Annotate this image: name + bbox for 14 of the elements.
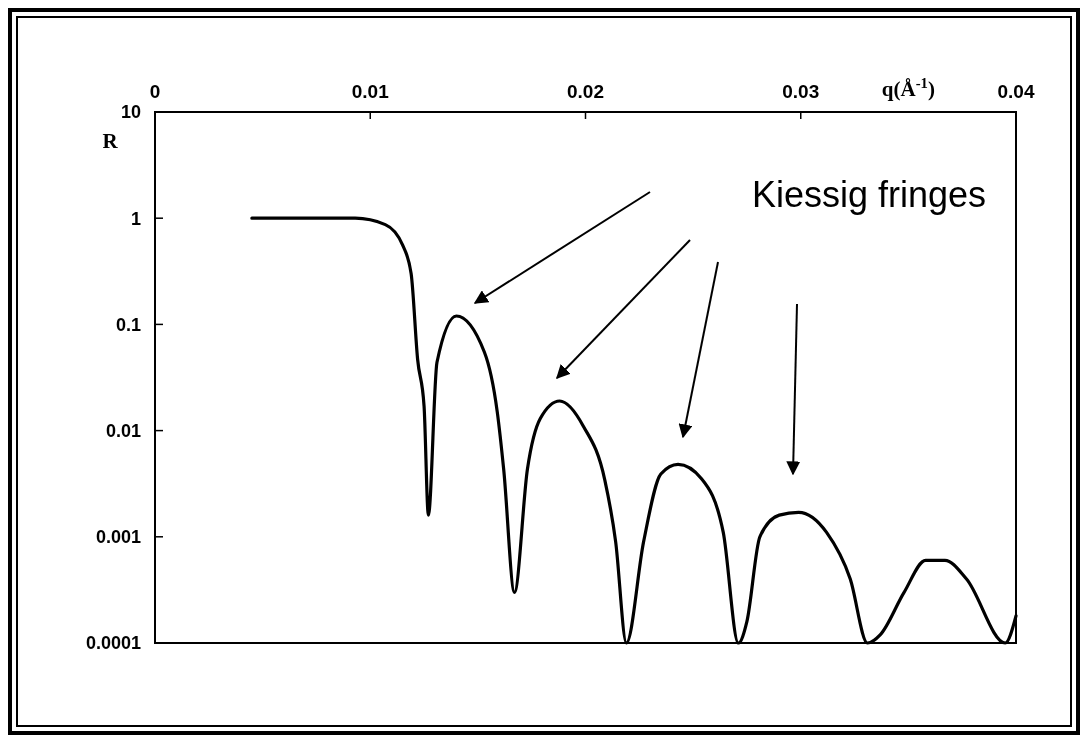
y-tick-label: 10 xyxy=(120,102,141,123)
y-tick-label: 0.01 xyxy=(105,420,141,441)
y-tick-label: 1 xyxy=(130,208,141,229)
y-axis-title: R xyxy=(102,129,119,153)
x-tick-label: 0.01 xyxy=(351,81,390,102)
x-tick-label: 0.02 xyxy=(567,81,604,102)
x-tick-label: 0.03 xyxy=(782,81,820,102)
annotation: Kiessig fringes xyxy=(751,174,986,215)
y-tick-label: 0.1 xyxy=(115,314,141,335)
y-tick-label: 0.001 xyxy=(95,527,141,548)
y-tick-label: 0.0001 xyxy=(85,633,141,654)
x-axis-title: q(Å$^{-1}$) xyxy=(881,75,935,101)
x-tick-label: 0 xyxy=(149,81,161,102)
x-tick-label: 0.04 xyxy=(997,81,1035,102)
